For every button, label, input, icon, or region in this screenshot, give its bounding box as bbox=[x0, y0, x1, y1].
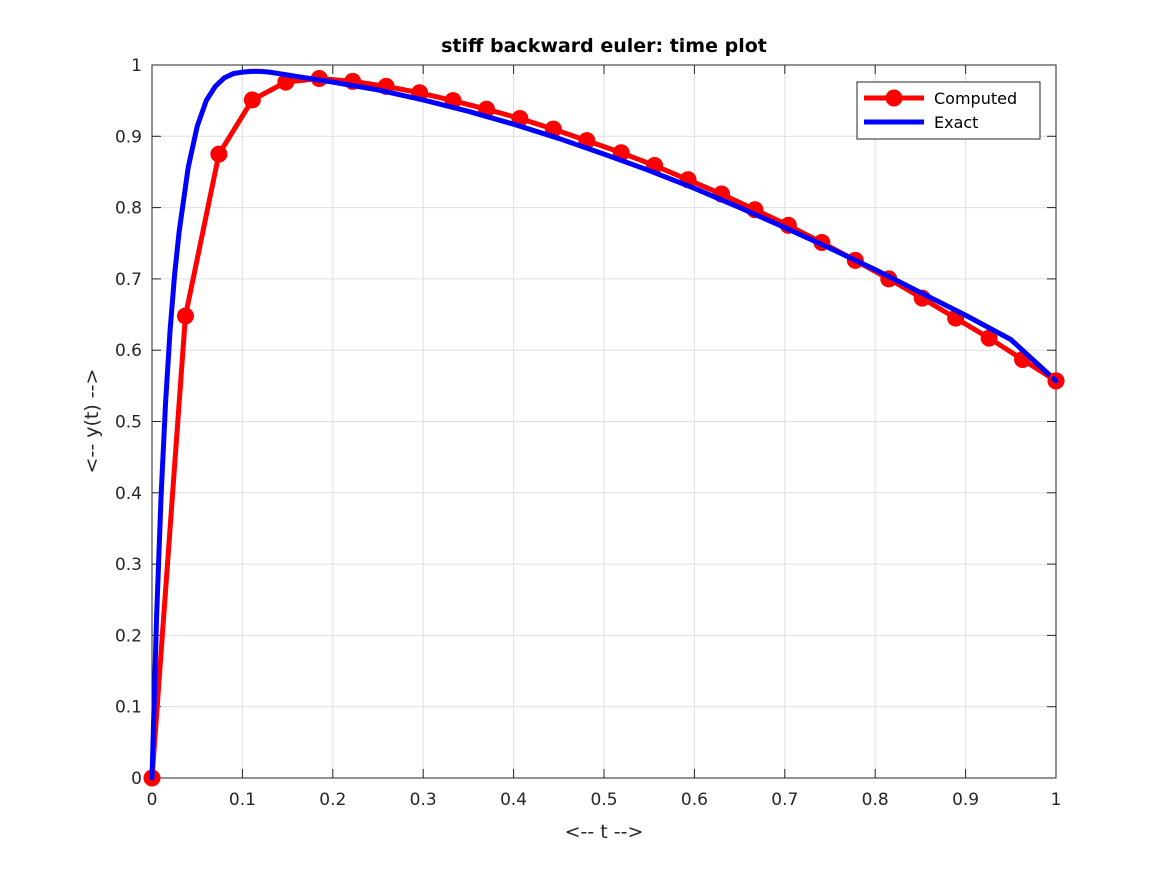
y-tick-label: 1 bbox=[131, 56, 142, 76]
legend: Computed Exact bbox=[856, 81, 1041, 140]
y-tick-label: 0.3 bbox=[115, 555, 142, 575]
axes-box bbox=[151, 64, 1057, 779]
y-tick-label: 0.8 bbox=[115, 199, 142, 219]
y-tick-label: 0.4 bbox=[115, 484, 142, 504]
tick-labels: 0 0.1 0.2 0.3 0.4 0.5 0.6 0.7 0.8 0.9 1 0 0.1 0.2 0.3 0… bbox=[115, 56, 1061, 810]
x-tick-label: 0.7 bbox=[771, 790, 798, 810]
x-axis-label: <-- t --> bbox=[565, 821, 644, 843]
x-tick-label: 1 bbox=[1051, 790, 1062, 810]
x-tick-label: 0 bbox=[147, 790, 158, 810]
legend-exact-label: Exact bbox=[934, 113, 978, 132]
legend-computed-marker bbox=[885, 89, 903, 107]
chart-title: stiff backward euler: time plot bbox=[441, 35, 767, 57]
series-computed-point bbox=[210, 145, 228, 163]
legend-box bbox=[856, 81, 1041, 140]
y-tick-label: 0.1 bbox=[115, 698, 142, 718]
y-tick-label: 0.7 bbox=[115, 270, 142, 290]
axes bbox=[151, 64, 1057, 779]
x-tick-label: 0.6 bbox=[681, 790, 708, 810]
x-tick-label: 0.9 bbox=[952, 790, 979, 810]
x-tick-label: 0.5 bbox=[590, 790, 617, 810]
series-layer bbox=[143, 68, 1065, 787]
x-tick-label: 0.1 bbox=[229, 790, 256, 810]
legend-computed-label: Computed bbox=[934, 89, 1017, 108]
x-tick-label: 0.4 bbox=[500, 790, 527, 810]
y-tick-label: 0.6 bbox=[115, 341, 142, 361]
y-tick-label: 0.9 bbox=[115, 127, 142, 147]
y-tick-label: 0 bbox=[131, 769, 142, 789]
y-tick-label: 0.5 bbox=[115, 413, 142, 433]
series-exact-line bbox=[149, 68, 1059, 781]
series-computed-point-last bbox=[1047, 372, 1065, 390]
y-tick-label: 0.2 bbox=[115, 626, 142, 646]
x-tick-label: 0.3 bbox=[410, 790, 437, 810]
y-axis-label: <-- y(t) --> bbox=[81, 369, 103, 474]
series-computed-line bbox=[149, 76, 1059, 781]
series-computed-point bbox=[176, 307, 194, 325]
x-tick-label: 0.2 bbox=[319, 790, 346, 810]
series-computed-point bbox=[243, 91, 261, 109]
x-tick-label: 0.8 bbox=[862, 790, 889, 810]
